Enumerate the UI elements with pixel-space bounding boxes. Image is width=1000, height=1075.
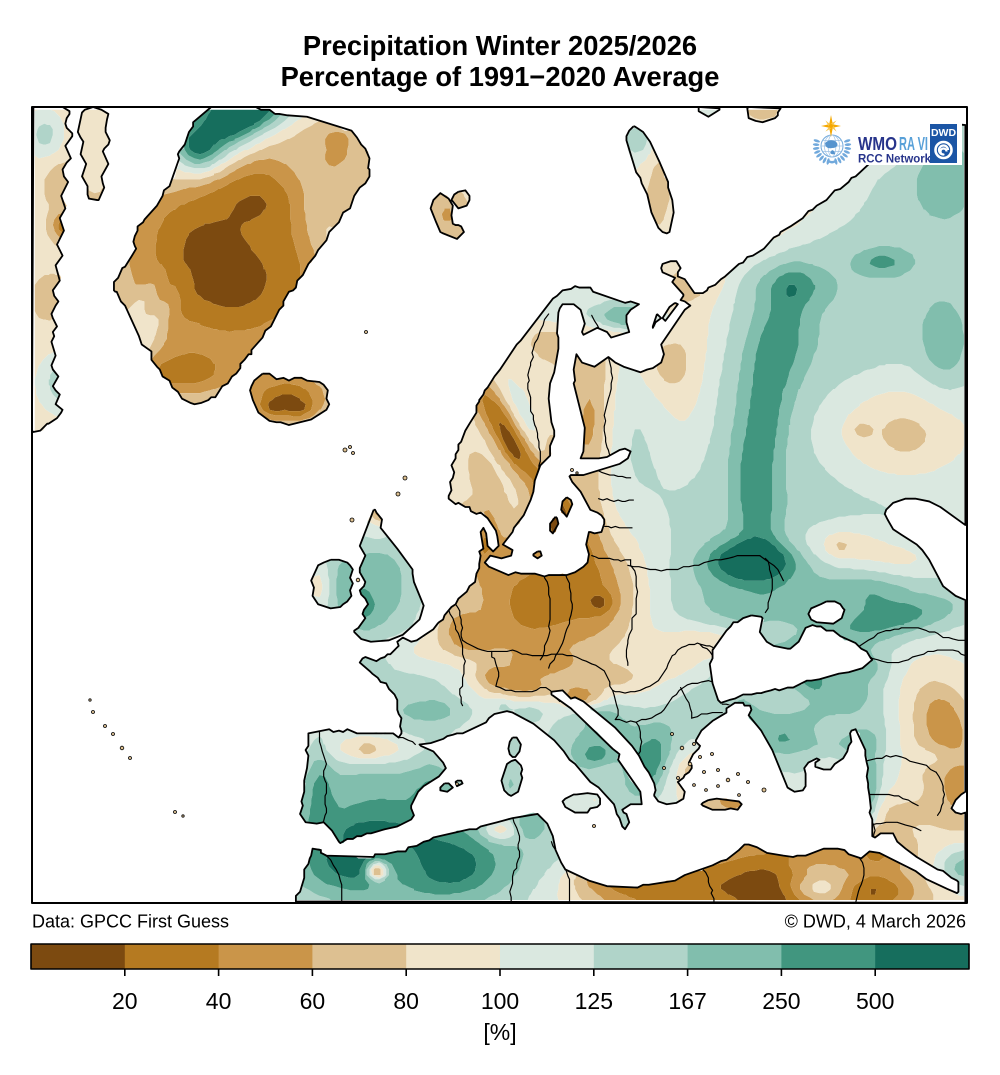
- svg-text:167: 167: [668, 988, 706, 1014]
- svg-text:DWD: DWD: [931, 127, 956, 139]
- svg-text:[%]: [%]: [483, 1019, 516, 1045]
- svg-text:100: 100: [481, 988, 519, 1014]
- svg-text:20: 20: [112, 988, 138, 1014]
- svg-text:WMO: WMO: [858, 134, 897, 154]
- svg-text:RA VI: RA VI: [899, 134, 928, 154]
- svg-text:Data: GPCC First Guess: Data: GPCC First Guess: [32, 912, 229, 932]
- svg-text:Percentage of 1991−2020 Averag: Percentage of 1991−2020 Average: [281, 61, 720, 92]
- svg-text:500: 500: [856, 988, 894, 1014]
- svg-text:RCC Network: RCC Network: [858, 154, 932, 166]
- svg-text:60: 60: [300, 988, 326, 1014]
- svg-text:80: 80: [393, 988, 419, 1014]
- svg-text:250: 250: [762, 988, 800, 1014]
- svg-text:125: 125: [575, 988, 613, 1014]
- svg-text:40: 40: [206, 988, 232, 1014]
- svg-text:Precipitation Winter 2025/2026: Precipitation Winter 2025/2026: [303, 30, 697, 61]
- svg-text:© DWD, 4 March 2026: © DWD, 4 March 2026: [785, 912, 966, 932]
